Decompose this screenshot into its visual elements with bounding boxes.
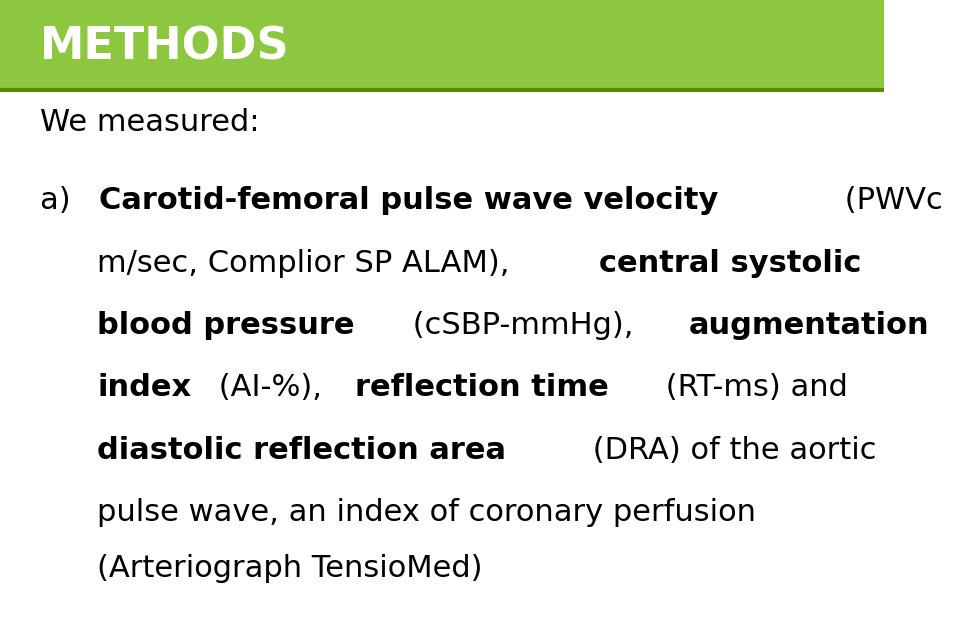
Text: (RT-ms) and: (RT-ms) and — [657, 374, 848, 402]
Text: pulse wave, an index of coronary perfusion: pulse wave, an index of coronary perfusi… — [97, 499, 756, 527]
Text: augmentation: augmentation — [688, 311, 929, 340]
Text: (DRA) of the aortic: (DRA) of the aortic — [583, 436, 876, 465]
Text: central systolic: central systolic — [599, 249, 861, 278]
Text: We measured:: We measured: — [39, 109, 259, 137]
Text: (AI-%),: (AI-%), — [209, 374, 332, 402]
Text: a): a) — [39, 187, 90, 215]
Text: m/sec, Complior SP ALAM),: m/sec, Complior SP ALAM), — [97, 249, 519, 278]
Text: index: index — [97, 374, 191, 402]
Text: METHODS: METHODS — [39, 26, 289, 69]
Text: (Arteriograph TensioMed): (Arteriograph TensioMed) — [97, 555, 483, 583]
Text: Carotid-femoral pulse wave velocity: Carotid-femoral pulse wave velocity — [99, 187, 719, 215]
Text: blood pressure: blood pressure — [97, 311, 354, 340]
FancyBboxPatch shape — [0, 0, 884, 90]
Text: diastolic reflection area: diastolic reflection area — [97, 436, 506, 465]
Text: reflection time: reflection time — [355, 374, 609, 402]
Text: (PWVc: (PWVc — [835, 187, 943, 215]
Text: (cSBP-mmHg),: (cSBP-mmHg), — [403, 311, 643, 340]
